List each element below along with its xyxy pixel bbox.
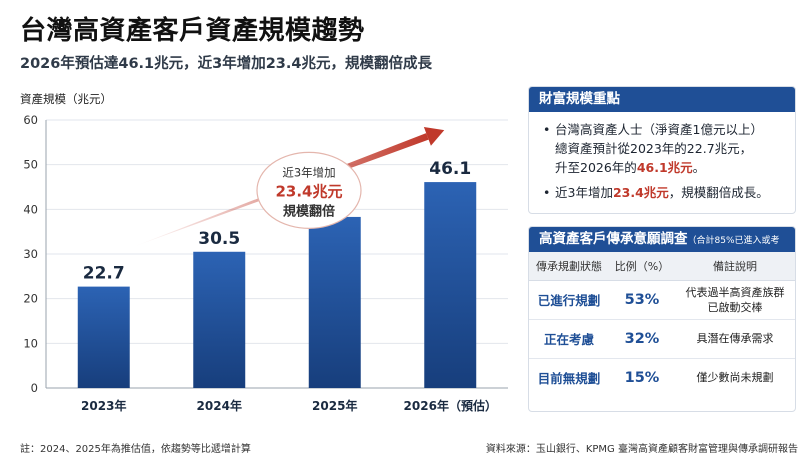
survey-panel-title: 高資產客戶傳承意願調查（合計85%已進入或考慮傳承） [529,227,795,273]
status-cell: 正在考慮 [529,319,609,359]
x-tick-label: 2023年 [81,398,126,413]
bar [193,251,246,388]
highlight-value: 23.4兆元 [612,185,669,200]
percent-cell: 15% [624,369,660,386]
y-tick-label: 50 [23,158,38,172]
x-tick-label: 2024年 [197,398,242,413]
survey-panel: 高資產客戶傳承意願調查（合計85%已進入或考慮傳承） 傳承規劃狀態 比例（%） … [528,226,796,412]
summary-panel-title: 財富規模重點 [529,87,795,112]
y-tick-label: 60 [23,113,38,127]
table-row: 正在考慮 32% 具潛在傳承需求 [529,319,795,359]
summary-text: ，規模翻倍成長。 [668,185,769,200]
x-tick-label: 2025年 [312,398,357,413]
table-header: 比例（%） [608,252,675,281]
survey-table: 傳承規劃狀態 比例（%） 備註說明 已進行規劃 53% 代表過半高資產族群 已啟動… [529,252,795,397]
annotation-text: 規模翻倍 [283,203,335,219]
summary-bullet-1-line-2: 總資產預計從2023年的22.7兆元， [555,141,753,156]
annotation-text: 近3年增加 [282,165,335,179]
trend-arrow-head [423,127,445,146]
summary-bullet-1-line-3: 升至2026年的46.1兆元。 [555,158,783,177]
summary-panel: 財富規模重點 台灣高資產人士（淨資產1億元以上） 總資產預計從2023年的22.… [528,86,796,214]
summary-bullet-2: 近3年增加23.4兆元，規模翻倍成長。 [543,183,783,202]
source-note: 資料來源：玉山銀行、KPMG 臺灣高資產顧客財富管理與傳承調研報告 [485,444,798,455]
table-row: 已進行規劃 53% 代表過半高資產族群 已啟動交棒 [529,280,795,320]
bar-chart-container: 資產規模（兆元） 0 10 20 30 40 50 60 22.7 2023年 30.5 2024… [0,80,520,430]
bar-value-label: 46.1 [429,159,471,179]
highlight-value: 46.1兆元 [636,160,693,175]
y-tick-label: 10 [23,336,38,350]
bar [424,182,477,388]
y-tick-label: 0 [31,381,38,395]
y-tick-label: 20 [23,292,38,306]
bar-value-label: 30.5 [198,229,240,249]
percent-cell: 53% [608,280,675,320]
table-row: 目前無規劃 15% 僅少數尚未規劃 [529,358,795,397]
y-tick-label: 40 [23,202,38,216]
y-tick-label: 30 [23,247,38,261]
remark-line: 代表過半高資產族群 [685,285,785,299]
table-header: 傳承規劃狀態 [529,252,609,281]
annotation-text: 23.4兆元 [275,182,342,200]
remark-line: 已啟動交棒 [707,300,763,314]
page-subtitle: 2026年預估達46.1兆元，近3年增加23.4兆元，規模翻倍成長 [20,56,432,72]
bar-chart: 資產規模（兆元） 0 10 20 30 40 50 60 22.7 2023年 30.5 2024… [20,92,508,413]
status-cell: 目前無規劃 [537,371,601,387]
percent-cell: 32% [608,319,675,359]
summary-text: 升至2026年的 [555,160,637,175]
x-tick-label: 2026年（預估） [404,398,497,413]
remark-cell: 代表過半高資產族群 已啟動交棒 [674,280,795,320]
summary-text: 近3年增加 [555,185,613,200]
bar [77,286,130,388]
summary-text: 。 [692,160,706,175]
y-axis-label: 資產規模（兆元） [20,92,112,106]
survey-title-text: 高資產客戶傳承意願調查 [539,231,688,247]
remark-cell: 具潛在傳承需求 [674,319,795,359]
remark-cell: 僅少數尚未規劃 [696,371,774,385]
status-cell: 已進行規劃 [529,280,609,320]
summary-bullet-1-line-1: 台灣高資產人士（淨資產1億元以上） [555,122,763,137]
annotation-bubble [256,151,362,229]
table-header: 備註說明 [674,252,795,281]
footnote: 註：2024、2025年為推估值，依趨勢等比遞增計算 [20,444,251,455]
bar [308,216,361,388]
page-title: 台灣高資產客戶資產規模趨勢 [20,16,365,46]
bar-value-label: 22.7 [83,264,125,284]
summary-bullet-1: 台灣高資產人士（淨資產1億元以上） 總資產預計從2023年的22.7兆元， 升至… [543,120,783,177]
